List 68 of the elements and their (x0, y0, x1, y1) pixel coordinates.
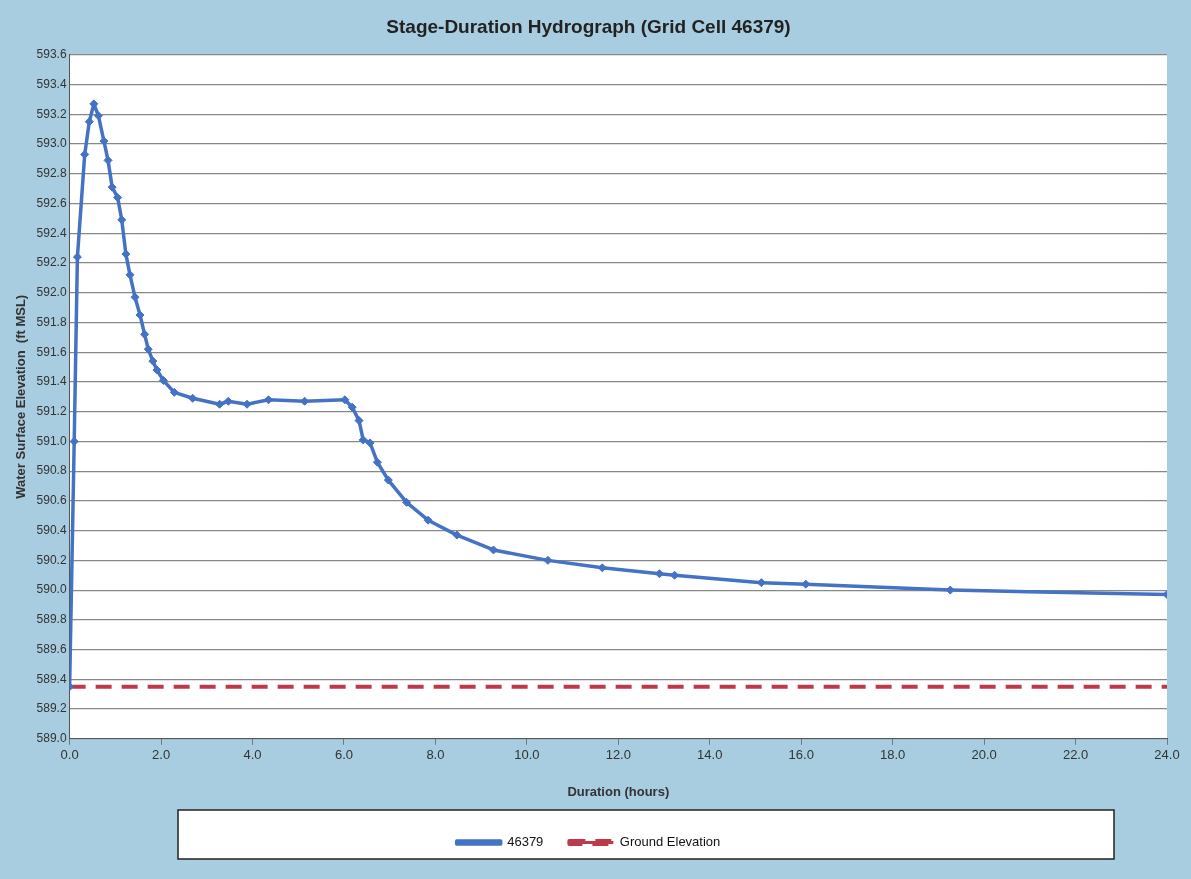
point (140, 329, 150, 339)
point (452, 530, 462, 540)
y-tick-label: 590.4 (36, 522, 67, 537)
y-tick-label: 593.0 (36, 136, 67, 151)
y-tick-label: 589.4 (36, 671, 67, 686)
legend-label: Ground Elevation (619, 834, 721, 850)
y-tick-label: 589.0 (36, 731, 67, 746)
point (383, 475, 393, 485)
point (169, 387, 179, 397)
y-axis-title: Water Surface Elevation (ft MSL) (13, 294, 29, 499)
x-tick-label: 0.0 (60, 747, 79, 763)
y-tick-label: 592.2 (36, 255, 67, 270)
point (340, 395, 350, 405)
point (117, 215, 127, 225)
y-tick-label: 591.0 (36, 433, 67, 448)
point (242, 399, 252, 409)
y-tick-label: 589.8 (36, 612, 67, 627)
x-tick-label: 14.0 (697, 747, 723, 763)
y-tick-label: 592.4 (36, 225, 67, 240)
legend-label: 46379 (507, 834, 544, 850)
point (143, 344, 153, 354)
y-tick-label: 590.2 (36, 552, 67, 567)
point (93, 111, 103, 121)
point (402, 497, 412, 507)
point (215, 399, 225, 409)
y-tick-label: 593.6 (36, 47, 67, 62)
point (365, 438, 375, 448)
x-tick-label: 24.0 (1154, 747, 1180, 763)
y-tick-label: 590.6 (36, 493, 67, 508)
x-tick-label: 20.0 (971, 747, 997, 763)
point (347, 402, 357, 412)
x-tick-label: 6.0 (334, 747, 354, 763)
point (543, 555, 553, 565)
x-tick-label: 4.0 (243, 747, 262, 763)
y-tick-label: 591.6 (36, 344, 67, 359)
y-tick-label: 590.8 (36, 463, 67, 478)
y-tick-label: 591.4 (36, 374, 67, 389)
x-tick-label: 16.0 (788, 747, 814, 763)
y-tick-label: 592.8 (36, 166, 67, 181)
chart-title: Stage-Duration Hydrograph (Grid Cell 46379) (386, 15, 791, 37)
y-tick-label: 592.6 (36, 195, 67, 210)
y-tick-label: 591.2 (36, 403, 67, 418)
y-tick-label: 591.8 (36, 314, 67, 329)
x-tick-label: 8.0 (426, 747, 445, 763)
point (223, 396, 233, 406)
x-tick-label: 2.0 (152, 747, 171, 763)
y-tick-label: 589.6 (36, 641, 67, 656)
point (354, 416, 364, 426)
x-tick-label: 22.0 (1062, 747, 1089, 763)
point (99, 136, 109, 146)
point (148, 356, 158, 366)
x-axis-title: Duration (hours) (567, 783, 670, 799)
y-tick-label: 590.0 (36, 582, 67, 597)
x-tick-label: 18.0 (880, 747, 906, 763)
point (358, 435, 368, 445)
y-tick-label: 589.2 (36, 701, 67, 716)
x-tick-label: 10.0 (514, 747, 540, 763)
point (158, 375, 168, 385)
point (488, 545, 498, 555)
y-tick-label: 593.2 (36, 106, 67, 121)
point (188, 393, 198, 403)
point (135, 310, 145, 320)
point (372, 457, 382, 467)
y-tick-label: 592.0 (36, 285, 67, 300)
x-tick-label: 12.0 (605, 747, 631, 763)
y-tick-label: 593.4 (36, 76, 67, 91)
point (152, 365, 162, 375)
point (423, 515, 433, 525)
